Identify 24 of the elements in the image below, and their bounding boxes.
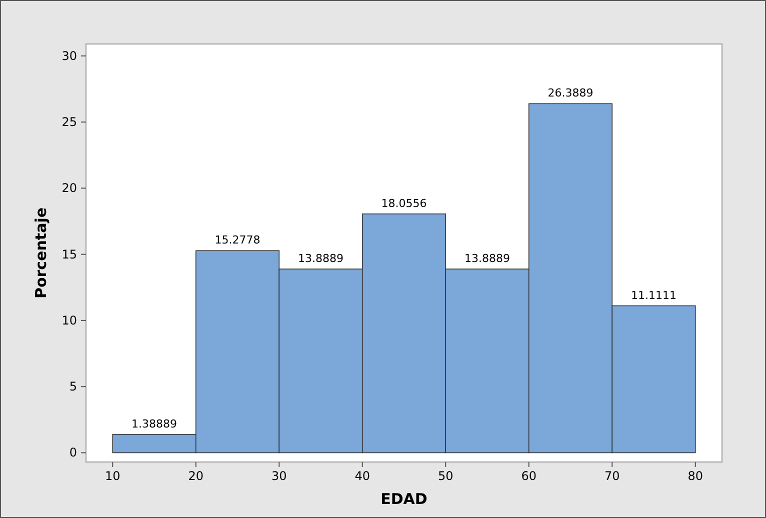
- x-tick-label: 80: [688, 469, 703, 483]
- x-axis-title: EDAD: [380, 490, 428, 508]
- x-tick-label: 20: [188, 469, 204, 483]
- x-tick-label: 30: [271, 469, 287, 483]
- x-tick-label: 40: [354, 469, 370, 483]
- data-label: 11.1111: [630, 288, 676, 302]
- x-tick-label: 10: [105, 469, 120, 483]
- y-axis-title: Porcentaje: [32, 207, 50, 299]
- data-label: 15.2778: [214, 234, 260, 247]
- data-label: 13.8889: [464, 252, 510, 266]
- data-label: 18.0556: [381, 196, 427, 210]
- y-tick-label: 5: [69, 380, 77, 394]
- y-tick-label: 30: [62, 48, 77, 63]
- x-tick-label: 50: [438, 469, 454, 483]
- data-label: 1.38889: [132, 417, 178, 430]
- y-tick-label: 20: [62, 181, 77, 196]
- x-tick-label: 60: [521, 469, 537, 483]
- y-tick-label: 25: [62, 115, 77, 130]
- y-tick-label: 10: [62, 313, 77, 328]
- data-label: 26.3889: [548, 86, 594, 100]
- y-tick-label: 0: [69, 446, 77, 460]
- y-tick-label: 15: [62, 247, 77, 262]
- data-label: 13.8889: [298, 252, 344, 266]
- x-tick-label: 70: [604, 469, 620, 483]
